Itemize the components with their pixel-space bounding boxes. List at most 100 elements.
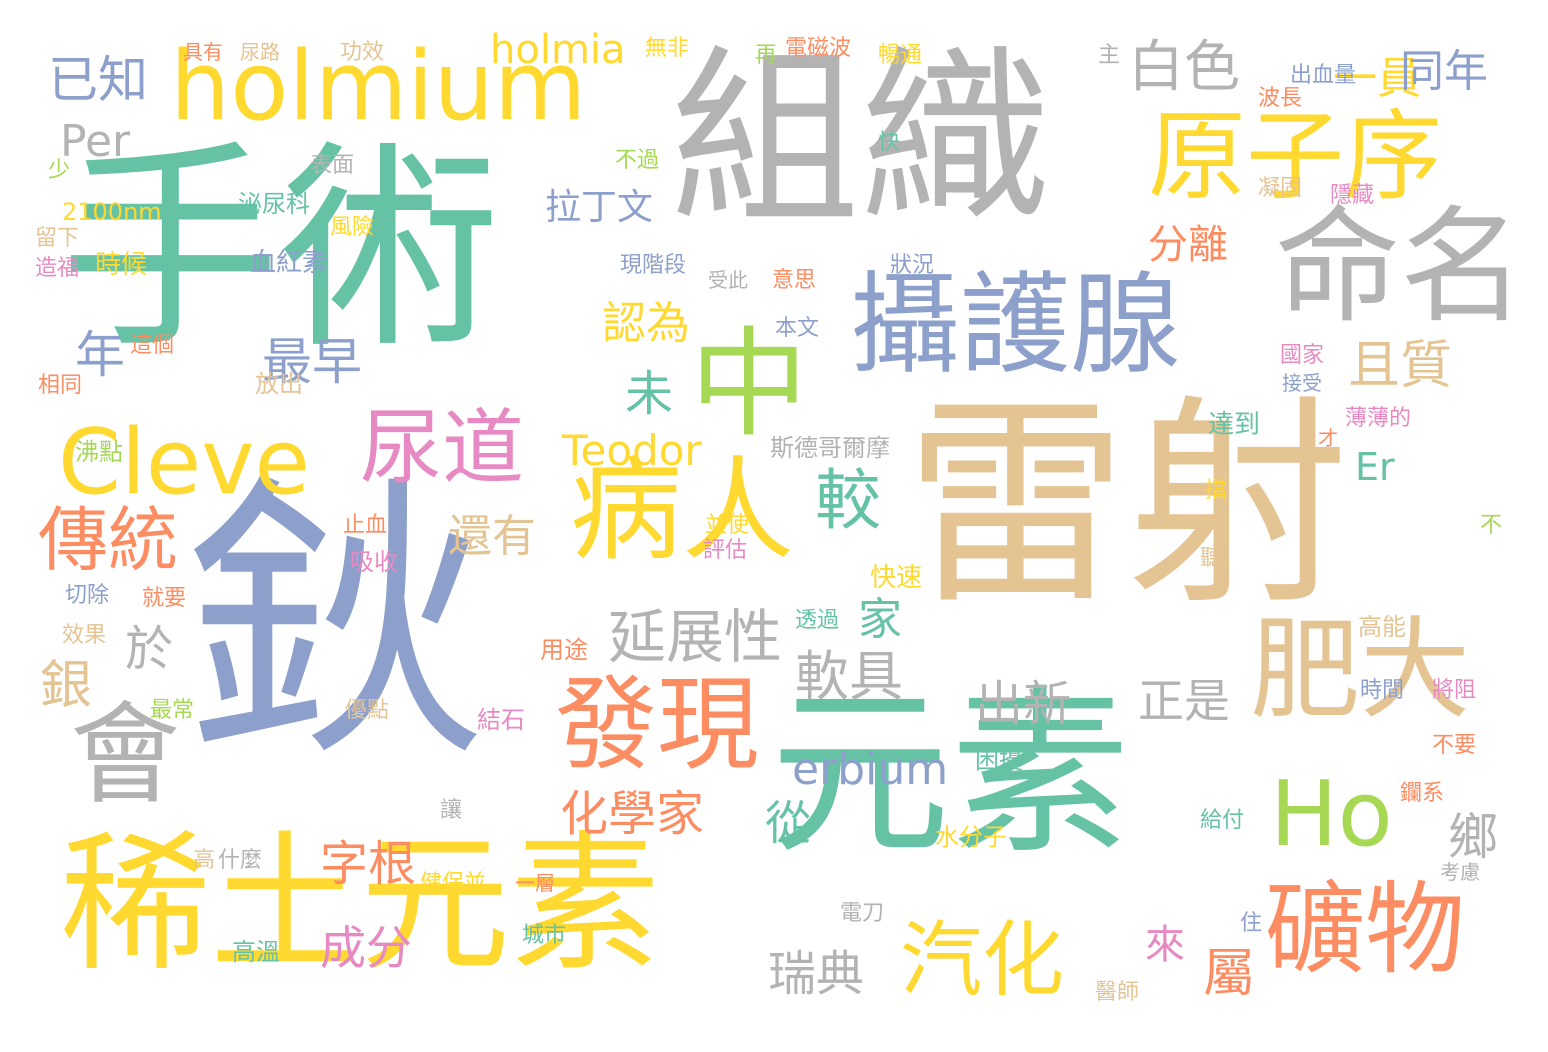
- word-78: 現階段: [620, 253, 687, 278]
- word-39: 延展性: [608, 603, 783, 671]
- word-7: 中: [690, 315, 809, 453]
- word-92: 擋: [1205, 478, 1228, 503]
- word-108: 最常: [150, 698, 195, 723]
- word-14: 礦物: [1265, 871, 1465, 988]
- word-80: 意思: [772, 268, 817, 293]
- word-35: 較: [815, 462, 881, 539]
- word-125: 高溫: [232, 938, 280, 966]
- word-53: 屬: [1203, 944, 1256, 1004]
- word-72: 泌尿科: [238, 190, 310, 218]
- word-48: 鄉: [1448, 808, 1498, 866]
- word-75: 造福: [35, 256, 80, 281]
- word-109: 優點: [345, 698, 390, 723]
- word-106: 時間: [1360, 678, 1405, 703]
- word-94: 並使: [705, 513, 750, 538]
- word-123: 住: [1240, 911, 1263, 936]
- word-91: 沸點: [75, 438, 123, 466]
- word-122: 電刀: [840, 901, 885, 926]
- word-90: 達到: [1208, 410, 1261, 440]
- word-89: 才: [1318, 426, 1338, 450]
- word-40: 家: [858, 594, 902, 645]
- word-9: Cleve: [58, 410, 310, 515]
- word-50: 成分: [320, 921, 412, 975]
- word-59: 再: [755, 43, 778, 68]
- word-79: 受此: [708, 268, 748, 292]
- word-25: 已知: [48, 51, 148, 109]
- word-115: 水分子: [935, 823, 1007, 851]
- word-71: 2100nm: [62, 198, 162, 226]
- word-2: 手術: [60, 122, 501, 378]
- word-95: 評估: [703, 538, 748, 563]
- word-85: 相同: [38, 373, 83, 398]
- word-26: Per: [60, 116, 131, 167]
- word-114: 讓: [440, 798, 463, 823]
- word-99: 切除: [65, 583, 110, 608]
- word-27: 拉丁文: [545, 187, 654, 228]
- word-104: 高能: [1358, 613, 1406, 641]
- word-36: Er: [1355, 445, 1395, 489]
- word-81: 狀況: [890, 253, 935, 278]
- word-64: 波長: [1258, 86, 1303, 111]
- word-124: 城市: [522, 923, 567, 948]
- word-96: 不: [1480, 513, 1503, 538]
- word-8: holmium: [170, 32, 587, 142]
- word-38: 於: [125, 621, 174, 677]
- word-45: erbium: [792, 744, 949, 795]
- word-6: 攝護腺: [850, 261, 1180, 389]
- word-98: 聽: [1200, 546, 1223, 571]
- word-119: 健保並: [420, 871, 487, 896]
- word-20: 傳統: [38, 499, 178, 581]
- word-49: 字根: [320, 836, 417, 892]
- word-58: 無非: [645, 36, 690, 61]
- word-86: 接受: [1282, 371, 1322, 395]
- word-41: 軟具: [795, 645, 903, 708]
- word-29: 認為: [602, 298, 690, 349]
- word-77: 血紅素: [250, 248, 329, 278]
- word-42: 銀: [40, 656, 93, 716]
- word-0: 雷射: [905, 377, 1349, 635]
- word-113: 鑭系: [1400, 781, 1445, 806]
- word-111: 困擾: [975, 746, 1023, 774]
- word-15: Ho: [1270, 762, 1393, 867]
- word-88: 薄薄的: [1345, 406, 1412, 431]
- word-112: 不要: [1432, 733, 1477, 758]
- word-18: 尿道: [360, 401, 525, 496]
- word-120: 一層: [515, 871, 555, 895]
- word-1: 鈥: [185, 450, 485, 799]
- word-126: 醫師: [1095, 980, 1140, 1005]
- word-46: 化學家: [560, 786, 705, 842]
- word-30: 且質: [1348, 336, 1453, 396]
- word-61: 暢通: [878, 43, 923, 68]
- word-32: 年: [75, 326, 125, 384]
- word-74: 留下: [35, 226, 80, 251]
- word-100: 就要: [142, 586, 187, 611]
- word-66: 不過: [615, 148, 660, 173]
- word-31: 最早: [262, 333, 362, 391]
- word-65: 表面: [310, 153, 355, 178]
- word-5: 稀土元素: [60, 818, 661, 992]
- word-60: 電磁波: [785, 36, 852, 61]
- word-69: 凝固: [1258, 176, 1303, 201]
- word-10: 命名: [1275, 195, 1525, 340]
- word-55: 具有: [183, 40, 223, 64]
- word-103: 效果: [62, 623, 107, 648]
- word-11: 原子序: [1148, 100, 1443, 214]
- word-12: 病人: [570, 446, 794, 576]
- word-76: 時候: [95, 250, 148, 280]
- word-17: 會: [70, 691, 180, 819]
- word-101: 快速: [870, 563, 923, 593]
- word-24: holmia: [490, 27, 626, 73]
- word-67: 快: [878, 130, 901, 155]
- word-43: 出新: [975, 676, 1072, 732]
- word-52: 瑞典: [768, 946, 865, 1002]
- word-28: 分離: [1148, 222, 1228, 268]
- word-47: 從: [765, 796, 811, 850]
- word-19: 汽化: [900, 913, 1065, 1008]
- word-102: 透過: [795, 608, 840, 633]
- word-117: 高: [193, 848, 216, 873]
- word-56: 尿路: [240, 40, 280, 64]
- word-16: 肥大: [1250, 606, 1470, 734]
- word-110: 結石: [477, 706, 525, 734]
- word-68: 少: [48, 158, 71, 183]
